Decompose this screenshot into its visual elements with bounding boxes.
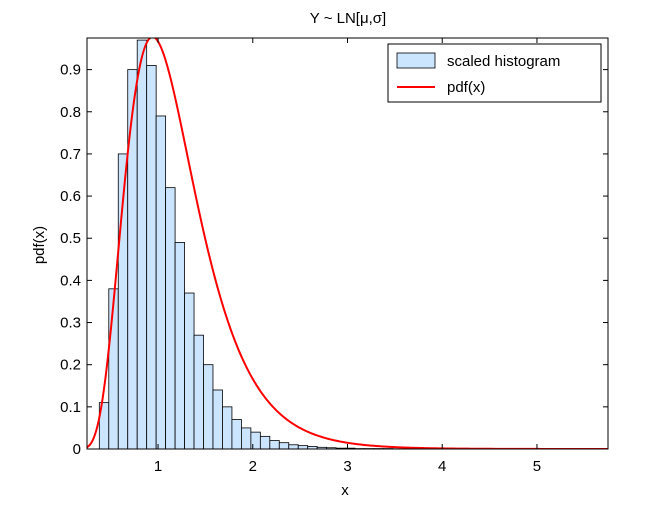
x-tick-label: 2 [249,458,257,475]
y-tick-label: 0.5 [60,230,81,247]
histogram-bar [156,116,165,449]
histogram-bar [185,293,194,449]
histogram-bar [137,40,146,449]
y-tick-label: 0.3 [60,315,81,332]
y-tick-label: 0.7 [60,146,81,163]
y-tick-label: 0.4 [60,272,81,289]
y-tick-label: 0.8 [60,104,81,121]
histogram-bar [147,65,156,449]
legend: scaled histogram pdf(x) [388,44,601,102]
x-tick-label: 3 [343,458,351,475]
legend-label-histogram: scaled histogram [447,53,560,70]
histogram-bar [270,441,279,449]
histogram-bar [128,70,137,449]
x-axis-label: x [341,482,349,499]
y-tick-label: 0.1 [60,399,81,416]
histogram-bar [175,242,184,449]
histogram-bar [241,428,250,449]
y-axis-label: pdf(x) [31,226,48,264]
x-tick-label: 1 [154,458,162,475]
histogram-bar [298,446,307,449]
histogram-bar [232,419,241,449]
x-tick-label: 5 [533,458,541,475]
histogram-bar [166,188,175,449]
histogram-bar [260,436,269,449]
histogram-bar [222,407,231,449]
legend-label-pdf: pdf(x) [447,79,485,96]
y-tick-label: 0.6 [60,188,81,205]
histogram-bar [289,445,298,449]
y-tick-label: 0 [73,441,81,458]
chart-title: Y ~ LN[μ,σ] [310,10,386,27]
x-tick-label: 4 [438,458,446,475]
y-tick-label: 0.9 [60,62,81,79]
legend-swatch-histogram [397,53,435,68]
histogram-bar [204,365,213,449]
histogram-bar [194,335,203,449]
histogram-bar [109,289,118,449]
y-tick-label: 0.2 [60,357,81,374]
histogram-bar [279,443,288,449]
histogram-bar [213,390,222,449]
